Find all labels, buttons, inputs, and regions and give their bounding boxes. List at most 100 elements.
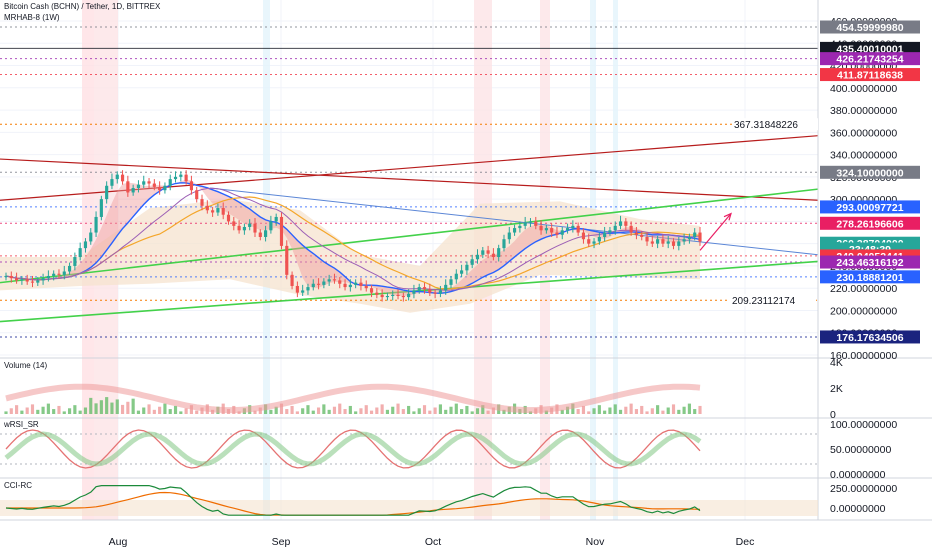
candle-body <box>475 254 480 260</box>
candle-body <box>528 221 533 223</box>
candle-body <box>258 232 262 237</box>
candle-body <box>131 188 135 193</box>
cci-pane-title: CCI-RC <box>4 481 32 490</box>
candle-body <box>460 270 464 274</box>
candle-body <box>253 223 257 233</box>
volume-bar <box>661 410 665 414</box>
candle-body <box>428 289 432 293</box>
volume-bar <box>348 405 352 414</box>
cci-band <box>0 500 818 516</box>
rsi-line <box>5 429 701 469</box>
volume-bar <box>486 410 490 414</box>
candle-body <box>195 190 199 200</box>
cci-line <box>5 485 701 516</box>
volume-bar <box>158 406 162 414</box>
candle-body <box>539 225 543 231</box>
candle-body <box>422 287 427 290</box>
price-label-box <box>820 41 920 55</box>
volume-pane-title: Volume (14) <box>4 361 48 370</box>
trendline-blue <box>209 187 819 256</box>
volume-bar <box>407 405 411 414</box>
candle-body <box>359 282 363 286</box>
candle-body <box>110 179 114 186</box>
volume-bar <box>576 409 580 414</box>
volume-bar <box>682 406 686 414</box>
volume-bar <box>115 399 119 414</box>
volume-bar <box>142 407 146 414</box>
candle-body <box>634 232 639 235</box>
candle-body <box>52 273 56 276</box>
candle-body <box>152 183 156 187</box>
volume-tick-label: 4K <box>830 357 843 369</box>
volume-bar <box>285 409 289 414</box>
price-label-box <box>820 200 920 214</box>
volume-bar <box>491 407 495 414</box>
y-tick-label: 340.00000000 <box>830 150 897 162</box>
volume-bar <box>618 409 623 414</box>
candle-body <box>184 174 188 182</box>
candle-body <box>136 184 141 188</box>
volume-bar <box>571 403 575 414</box>
candle-body <box>592 241 596 244</box>
volume-bar <box>634 409 639 414</box>
volume-bar <box>311 410 315 414</box>
candle-body <box>470 259 474 265</box>
candle-body <box>306 287 310 291</box>
candle-body <box>444 284 448 291</box>
cci-tick-label: 250.00000000 <box>830 483 897 495</box>
ma-orange-line <box>5 196 701 290</box>
candle-body <box>30 281 35 283</box>
volume-bar <box>110 402 114 414</box>
candle-body <box>385 295 390 298</box>
candle-body <box>311 283 315 288</box>
trendline-green-upper <box>0 188 819 284</box>
candle-body <box>391 294 395 296</box>
candle-body <box>120 174 125 182</box>
annotation-bg <box>730 294 816 307</box>
volume-bar <box>322 404 326 414</box>
volume-bar <box>428 410 432 414</box>
candle-body <box>99 199 103 217</box>
candle-body <box>544 228 548 231</box>
candle-body <box>25 279 29 282</box>
volume-bar <box>316 407 321 414</box>
candle-body <box>57 273 61 275</box>
volume-bar <box>465 405 469 414</box>
candle-body <box>221 208 225 215</box>
volume-bar <box>698 405 702 414</box>
candle-body <box>343 283 347 288</box>
price-label: 278.26196606 <box>836 218 903 230</box>
volume-bar <box>269 409 273 414</box>
candle-body <box>650 241 654 244</box>
volume-bar <box>338 403 342 414</box>
x-tick-label: Aug <box>109 536 128 548</box>
volume-bar <box>25 407 29 414</box>
y-tick-label: 400.00000000 <box>830 83 897 95</box>
candle-body <box>46 275 50 279</box>
candle-body <box>264 230 268 237</box>
volume-bar <box>385 409 390 414</box>
volume-bar <box>380 404 384 414</box>
volume-bar <box>41 406 45 414</box>
candle-body <box>486 250 490 254</box>
candle-body <box>285 245 289 275</box>
volume-bar <box>629 403 633 414</box>
candle-body <box>295 285 299 293</box>
candle-body <box>502 239 506 249</box>
y-tick-label: 200.00000000 <box>830 305 897 317</box>
candle-body <box>237 225 241 231</box>
y-tick-label: 380.00000000 <box>830 105 897 117</box>
candle-body <box>597 236 601 242</box>
volume-bar <box>581 405 586 414</box>
price-label: 293.00097721 <box>836 202 903 214</box>
volume-bar <box>656 405 660 414</box>
candle-body <box>142 181 146 185</box>
candle-body <box>354 282 358 285</box>
price-label-box <box>820 216 920 230</box>
volume-bar <box>120 404 125 414</box>
volume-bar <box>189 405 193 414</box>
candle-body <box>232 221 236 226</box>
candle-body <box>115 174 119 180</box>
